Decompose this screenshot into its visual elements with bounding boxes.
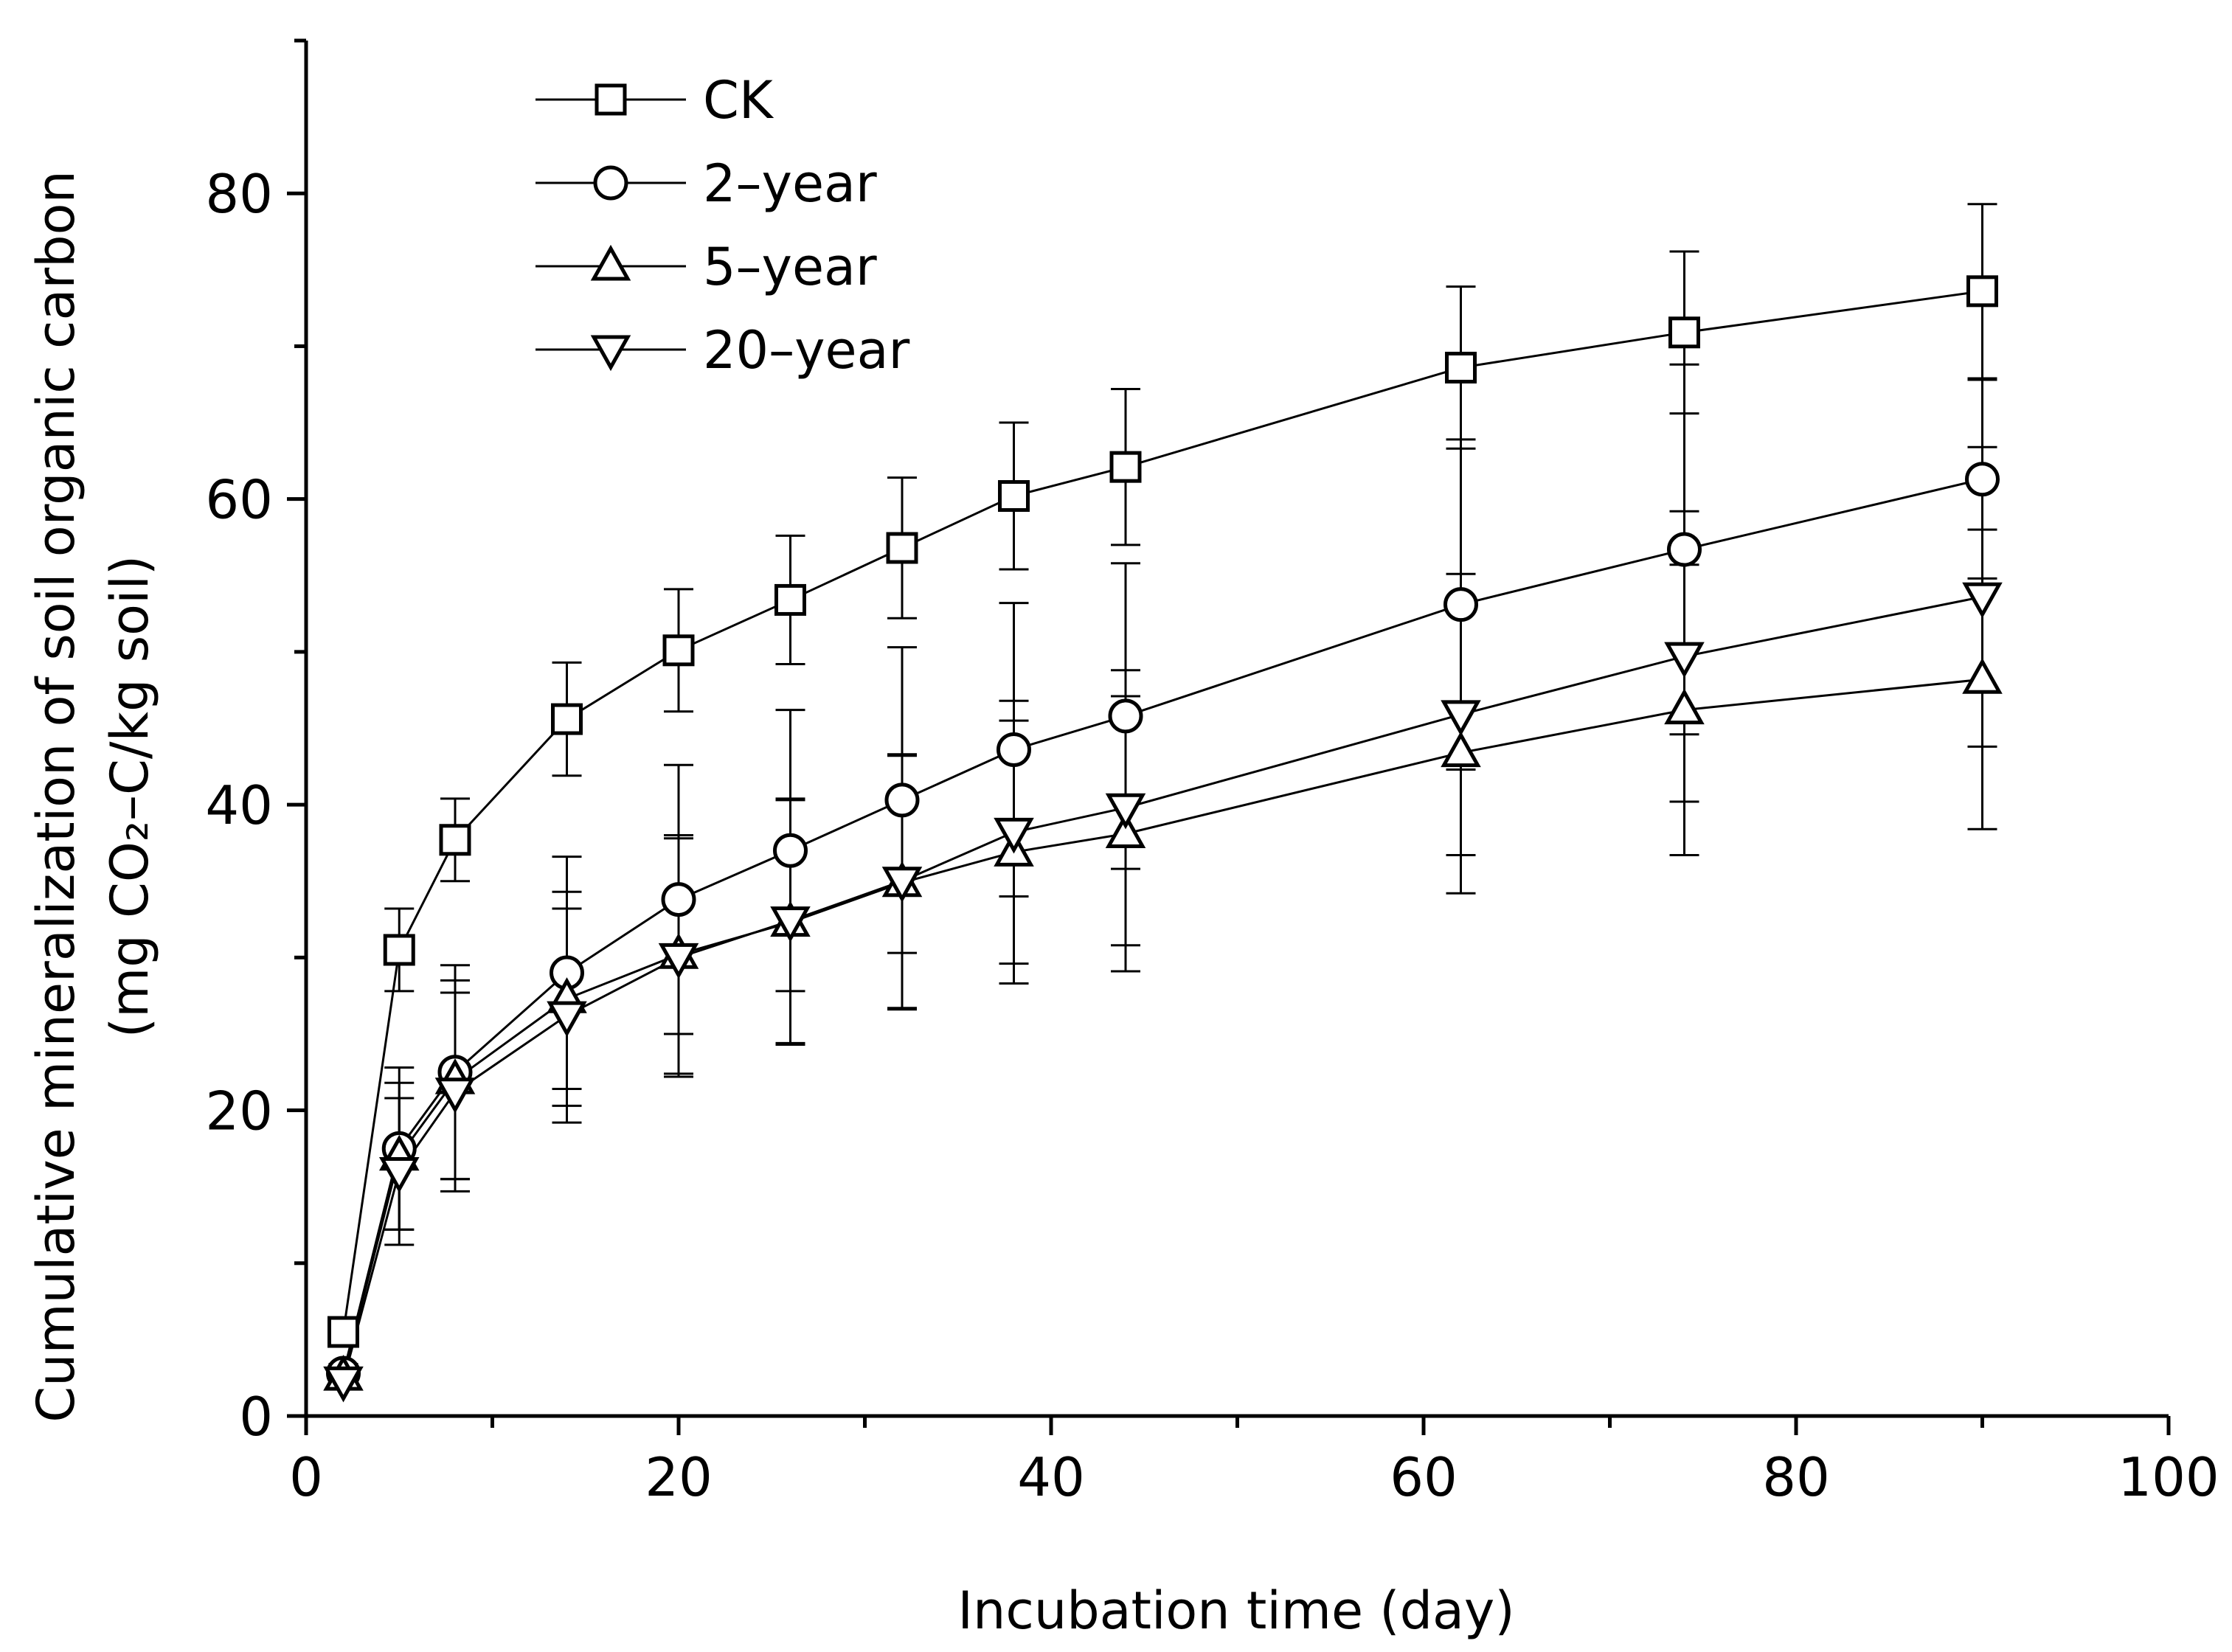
legend-marker-ck: [595, 83, 627, 116]
marker-2-year: [661, 882, 696, 917]
marker-ck: [1445, 351, 1477, 384]
y-axis-title-line1: Cumulative mineralization of soil organi…: [26, 170, 86, 1423]
series-line-5-year: [342, 678, 1983, 1377]
marker-20-year: [434, 1077, 476, 1114]
legend-label-2-year: 2–year: [703, 153, 877, 214]
x-tick-label: 100: [2118, 1446, 2219, 1508]
x-tick-label: 80: [1762, 1446, 1830, 1508]
marker-20-year: [378, 1156, 420, 1193]
marker-20-year: [323, 1366, 364, 1403]
y-axis-title-line2: (mg CO₂–C/kg soil): [100, 555, 160, 1038]
marker-2-year: [773, 833, 808, 868]
marker-20-year: [1441, 700, 1481, 736]
y-tick-label: 80: [205, 163, 273, 225]
marker-5-year: [1105, 812, 1146, 848]
marker-5-year: [1441, 731, 1481, 768]
marker-ck: [327, 1316, 359, 1348]
legend-marker-20-year: [590, 335, 631, 372]
marker-20-year: [1664, 642, 1705, 678]
x-tick-label: 60: [1390, 1446, 1458, 1508]
marker-ck: [1109, 451, 1142, 483]
y-tick-label: 40: [205, 774, 273, 836]
marker-5-year: [1962, 658, 2003, 694]
y-tick-label: 20: [205, 1080, 273, 1142]
legend-label-ck: CK: [703, 70, 774, 131]
marker-ck: [774, 583, 806, 616]
marker-ck: [383, 934, 415, 966]
marker-ck: [662, 634, 695, 667]
marker-2-year: [1108, 698, 1143, 734]
marker-20-year: [547, 1001, 587, 1038]
x-axis-title: Incubation time (day): [957, 1580, 1514, 1641]
marker-2-year: [884, 782, 920, 818]
marker-ck: [886, 532, 918, 564]
marker-ck: [439, 824, 471, 856]
series-lines-layer: [342, 290, 1983, 1381]
legend: CK 2–year 5–year 20–year: [536, 70, 909, 381]
marker-ck: [1668, 316, 1700, 349]
marker-20-year: [1105, 793, 1146, 830]
marker-20-year: [770, 906, 811, 943]
x-tick-label: 20: [645, 1446, 713, 1508]
marker-2-year: [1965, 462, 2000, 497]
marker-2-year: [1443, 587, 1478, 622]
legend-label-5-year: 5–year: [703, 237, 877, 297]
marker-ck: [551, 703, 583, 735]
series-line-2-year: [342, 478, 1983, 1374]
marker-20-year: [1962, 582, 2003, 619]
marker-ck: [1966, 275, 1998, 308]
series-line-20-year: [342, 595, 1983, 1381]
markers-layer: [323, 275, 2003, 1403]
x-tick-label: 0: [289, 1446, 323, 1508]
y-tick-label: 0: [239, 1386, 273, 1448]
marker-20-year: [658, 943, 699, 979]
legend-marker-5-year: [590, 244, 631, 281]
y-axis-title-group: Cumulative mineralization of soil organi…: [26, 170, 160, 1423]
marker-ck: [998, 480, 1030, 513]
x-tick-label: 40: [1017, 1446, 1085, 1508]
marker-20-year: [881, 867, 923, 903]
marker-2-year: [997, 732, 1031, 768]
marker-2-year: [1667, 532, 1702, 567]
marker-5-year: [1664, 688, 1705, 725]
series-line-ck: [342, 290, 1983, 1333]
legend-label-20-year: 20–year: [703, 320, 909, 381]
axes-layer: 0 20 40 60 80 100 0 20 40 60 80: [205, 38, 2219, 1508]
marker-20-year: [994, 817, 1034, 854]
y-tick-label: 60: [205, 469, 273, 531]
legend-marker-2-year: [593, 165, 628, 201]
